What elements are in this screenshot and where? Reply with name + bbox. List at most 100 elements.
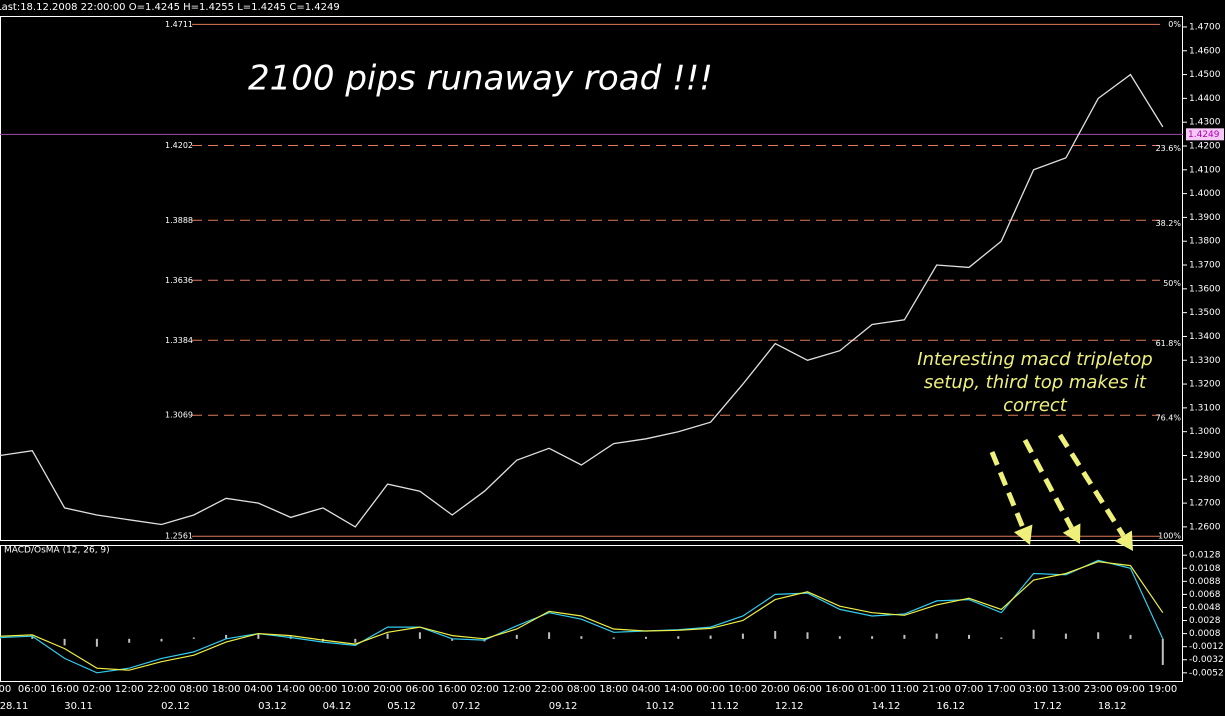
histogram-bar bbox=[741, 633, 744, 639]
fib-price: 1.4202 bbox=[165, 141, 193, 150]
x-date-label: 14.12 bbox=[872, 701, 901, 712]
macd-title: MACD/OsMA (12, 26, 9) bbox=[4, 546, 110, 556]
histogram-bar bbox=[354, 638, 357, 643]
fib-price: 1.4711 bbox=[165, 20, 193, 29]
x-tick-label: 18:00 bbox=[599, 684, 628, 695]
y-tick-label: 1.3200 bbox=[1189, 380, 1221, 390]
fib-price: 1.2561 bbox=[165, 532, 193, 541]
x-date-label: 10.12 bbox=[646, 701, 675, 712]
x-tick-label: 06:00 bbox=[18, 684, 47, 695]
histogram-bar bbox=[0, 637, 1, 639]
fib-price: 1.3636 bbox=[165, 276, 193, 285]
histogram-bar bbox=[548, 632, 551, 639]
y-tick-label: 1.3500 bbox=[1189, 308, 1221, 318]
arrow-shaft bbox=[1022, 438, 1074, 530]
x-tick-label: 18:00 bbox=[212, 684, 241, 695]
x-tick-label: 00:00 bbox=[696, 684, 725, 695]
x-date-label: 11.12 bbox=[710, 701, 739, 712]
x-tick-label: 20:00 bbox=[373, 684, 402, 695]
x-tick-label: 09:00 bbox=[1116, 684, 1145, 695]
x-tick-label: 07:00 bbox=[955, 684, 984, 695]
y-tick-label: 1.2900 bbox=[1189, 451, 1221, 461]
histogram-bar bbox=[935, 633, 938, 639]
x-date-label: 16.12 bbox=[936, 701, 965, 712]
x-date-label: 07.12 bbox=[452, 701, 481, 712]
x-tick-label: 03:00 bbox=[1019, 684, 1048, 695]
y-tick-label: 1.4100 bbox=[1189, 165, 1221, 175]
fib-percent: 23.6% bbox=[1156, 144, 1182, 153]
histogram-bar bbox=[1000, 637, 1003, 639]
histogram-bar bbox=[31, 636, 34, 639]
x-date-label: 30.11 bbox=[64, 701, 93, 712]
macd-line bbox=[0, 559, 1164, 674]
x-date-label: 05.12 bbox=[387, 701, 416, 712]
x-tick-label: 19:00 bbox=[1148, 684, 1177, 695]
x-tick-label: 02:00 bbox=[470, 684, 499, 695]
x-tick-label: 13:00 bbox=[1051, 684, 1080, 695]
y-tick-label: -0.0012 bbox=[1189, 642, 1224, 652]
x-tick-label: 14:00 bbox=[664, 684, 693, 695]
x-tick-label: 08:00 bbox=[179, 684, 208, 695]
x-tick-label: 23:00 bbox=[1084, 684, 1113, 695]
y-tick-label: 1.2800 bbox=[1189, 475, 1221, 485]
y-tick-label: 0.0128 bbox=[1189, 551, 1221, 561]
histogram-bar bbox=[386, 633, 389, 639]
arrow-shaft bbox=[1057, 433, 1126, 538]
x-tick-label: 06:00 bbox=[793, 684, 822, 695]
histogram-bar bbox=[774, 630, 777, 639]
x-tick-label: 1:00 bbox=[0, 684, 11, 695]
arrow-shaft bbox=[989, 451, 1026, 530]
x-date-label: 18.12 bbox=[1098, 701, 1127, 712]
x-tick-label: 10:00 bbox=[728, 684, 757, 695]
x-date-label: 04.12 bbox=[323, 701, 352, 712]
fib-price: 1.3069 bbox=[165, 411, 193, 420]
fib-percent: 0% bbox=[1168, 20, 1181, 29]
note: correct bbox=[1003, 395, 1068, 416]
x-date-label: 09.12 bbox=[549, 701, 578, 712]
y-tick-label: 1.3400 bbox=[1189, 332, 1221, 342]
histogram-bar bbox=[871, 636, 874, 639]
annotation: 2100 pips runaway road !!! bbox=[248, 59, 713, 99]
x-tick-label: 20:00 bbox=[761, 684, 790, 695]
x-tick-label: 04:00 bbox=[632, 684, 661, 695]
histogram-bar bbox=[63, 638, 66, 646]
y-tick-label: 1.3600 bbox=[1189, 284, 1221, 294]
x-tick-label: 06:00 bbox=[405, 684, 434, 695]
histogram-bar bbox=[418, 632, 421, 639]
histogram-bar bbox=[515, 634, 518, 639]
histogram-bar bbox=[1032, 629, 1035, 639]
y-tick-label: 1.2600 bbox=[1189, 522, 1221, 532]
histogram-bar bbox=[1129, 634, 1132, 639]
y-tick-label: 1.2700 bbox=[1189, 499, 1221, 509]
histogram-bar bbox=[838, 636, 841, 639]
x-tick-label: 00:00 bbox=[309, 684, 338, 695]
histogram-bar bbox=[1097, 632, 1100, 639]
macd-frame bbox=[0, 545, 1183, 682]
y-tick-label: 1.3100 bbox=[1189, 403, 1221, 413]
x-tick-label: 10:00 bbox=[341, 684, 370, 695]
fib-percent: 61.8% bbox=[1156, 339, 1182, 348]
x-tick-label: 22:00 bbox=[535, 684, 564, 695]
histogram-bar bbox=[903, 634, 906, 639]
x-tick-label: 14:00 bbox=[276, 684, 305, 695]
x-tick-label: 21:00 bbox=[922, 684, 951, 695]
histogram-bar bbox=[709, 635, 712, 639]
y-tick-label: 0.0008 bbox=[1189, 629, 1221, 639]
y-tick-label: 0.0108 bbox=[1189, 564, 1221, 574]
macd-line bbox=[0, 561, 1164, 671]
note: setup, third top makes it bbox=[924, 372, 1147, 393]
y-tick-label: 1.3000 bbox=[1189, 427, 1221, 437]
histogram-bar bbox=[128, 638, 131, 643]
histogram-bar bbox=[612, 637, 615, 639]
y-tick-label: 1.4600 bbox=[1189, 46, 1221, 56]
histogram-bar bbox=[451, 638, 454, 641]
histogram-bar bbox=[645, 636, 647, 639]
y-tick-label: 1.4400 bbox=[1189, 94, 1221, 104]
last-price-box bbox=[1186, 128, 1224, 141]
histogram-bar bbox=[677, 636, 680, 639]
histogram-bar bbox=[968, 634, 970, 639]
x-date-label: 02.12 bbox=[161, 701, 190, 712]
histogram-bar bbox=[95, 638, 98, 647]
